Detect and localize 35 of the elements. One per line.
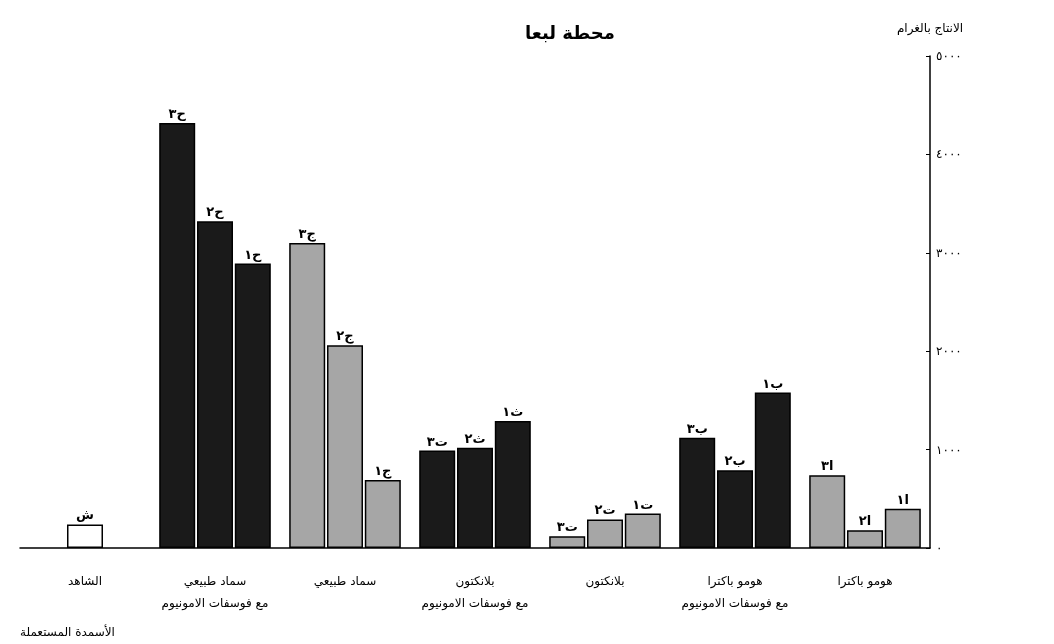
annotation: ت٣ [556,519,578,535]
annotation: ش [76,507,94,523]
annotation: ج٢ [336,328,355,345]
y-tick-label: ١٠٠٠ [936,442,962,457]
y-axis-title: الانتاج بالغرام [896,21,964,36]
x-tick-label: هومو باكترا مع فوسفات الامونيوم [681,574,789,611]
x-axis-title: الأسمدة المستعملة [20,624,115,639]
annotation: ب٢ [724,453,746,469]
y-tick-label: ٠ [936,541,943,555]
annotation: ج١ [374,463,393,480]
annotation: ا١ [896,491,909,507]
chart-title: محطة لبعا [525,21,615,43]
x-tick-label: بلانكتون [585,574,625,589]
annotation: ب١ [762,375,784,391]
x-tick-label: هومو باكترا [837,574,893,589]
annotation: ا٢ [858,513,872,529]
annotation: ت٢ [594,502,616,518]
annotation: ت٣ [426,433,448,449]
annotation: ح٢ [206,204,225,220]
annotation: ح١ [244,246,263,262]
annotation: ث٢ [464,430,486,446]
annotation: ث١ [502,404,524,420]
x-tick-label: الشاهد [68,574,102,588]
y-tick-label: ٢٠٠٠ [936,344,962,359]
x-tick-label: بلانكتون مع فوسفات الامونيوم [421,574,529,611]
x-tick-label: سماد طبيعي [313,574,377,588]
y-tick-label: ٤٠٠٠ [936,147,962,162]
annotation: ح٣ [168,105,187,121]
y-tick-label: ٣٠٠٠ [936,245,962,260]
annotation: ا٣ [821,458,834,474]
annotation: ب٣ [686,420,708,436]
annotation: ج٣ [298,225,317,242]
y-tick-label: ٥٠٠٠ [936,49,962,63]
annotation: ت١ [632,496,654,512]
x-tick-label: سماد طبيعي مع فوسفات الامونيوم [161,574,269,611]
